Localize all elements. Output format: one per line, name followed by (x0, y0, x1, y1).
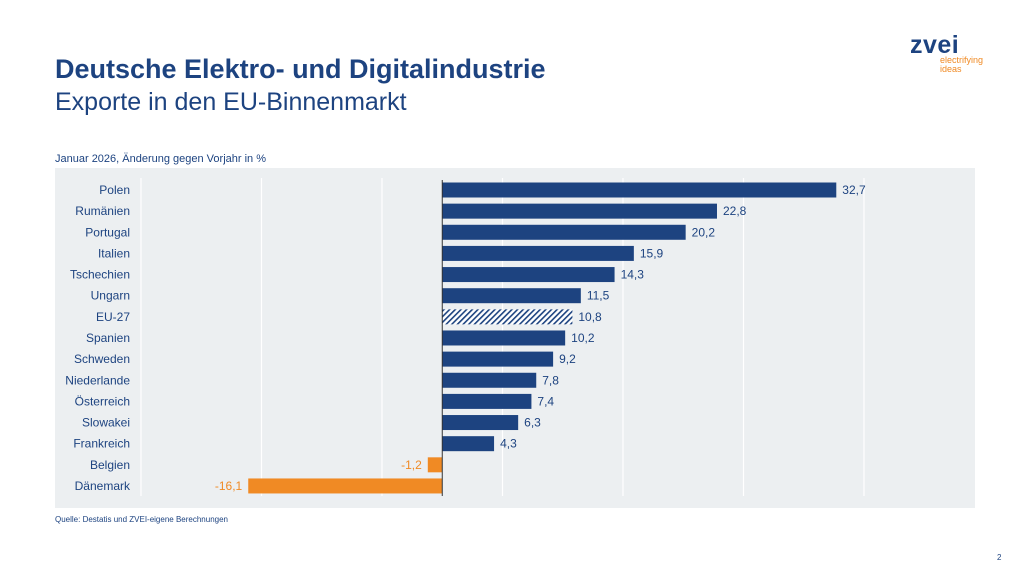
bar (442, 245, 634, 261)
logo-tagline-2: ideas (940, 64, 962, 74)
category-label: Dänemark (75, 479, 131, 493)
page-subtitle: Exporte in den EU-Binnenmarkt (55, 88, 407, 116)
bar (442, 330, 566, 346)
category-label: Österreich (75, 394, 130, 408)
data-label: 7,4 (537, 394, 554, 408)
data-label: 22,8 (723, 204, 747, 218)
data-label: 10,2 (571, 331, 595, 345)
category-label: Ungarn (91, 289, 130, 303)
category-label: Niederlande (65, 373, 130, 387)
category-label: Rumänien (75, 204, 130, 218)
category-label: Schweden (74, 352, 130, 366)
category-label: Tschechien (70, 268, 130, 282)
bar (442, 393, 532, 409)
data-label: 6,3 (524, 416, 541, 430)
bar (442, 309, 573, 325)
bar (442, 203, 717, 219)
data-label: 10,8 (578, 310, 602, 324)
data-label: 4,3 (500, 437, 517, 451)
logo-word: zvei (910, 31, 960, 59)
source-note: Quelle: Destatis und ZVEI-eigene Berechn… (55, 515, 228, 524)
data-label: 20,2 (692, 225, 716, 239)
data-label: -1,2 (401, 458, 422, 472)
bar (442, 351, 554, 367)
category-label: Belgien (90, 458, 130, 472)
data-label: 7,8 (542, 373, 559, 387)
data-label: 11,5 (587, 289, 610, 303)
data-label: 14,3 (621, 268, 645, 282)
bar (442, 436, 495, 452)
category-label: Slowakei (82, 416, 130, 430)
bar (442, 182, 837, 198)
data-label: 32,7 (842, 183, 866, 197)
category-label: Spanien (86, 331, 130, 345)
zvei-logo: zvei electrifying ideas (910, 31, 984, 74)
bar (442, 224, 686, 240)
category-label: Polen (99, 183, 130, 197)
bar (248, 478, 443, 494)
logo-tagline-1: electrifying (940, 55, 984, 65)
bar (427, 457, 443, 473)
bar (442, 415, 519, 431)
category-label: EU-27 (96, 310, 130, 324)
chart-title: Januar 2026, Änderung gegen Vorjahr in % (55, 153, 266, 165)
data-label: 15,9 (640, 246, 664, 260)
bar (442, 372, 537, 388)
data-label: -16,1 (215, 479, 243, 493)
category-label: Frankreich (73, 437, 130, 451)
data-label: 9,2 (559, 352, 576, 366)
bar (442, 267, 615, 283)
category-label: Italien (98, 246, 130, 260)
bar (442, 288, 581, 304)
category-label: Portugal (85, 225, 130, 239)
page-title: Deutsche Elektro- und Digitalindustrie (55, 54, 546, 84)
page-number: 2 (997, 553, 1002, 562)
